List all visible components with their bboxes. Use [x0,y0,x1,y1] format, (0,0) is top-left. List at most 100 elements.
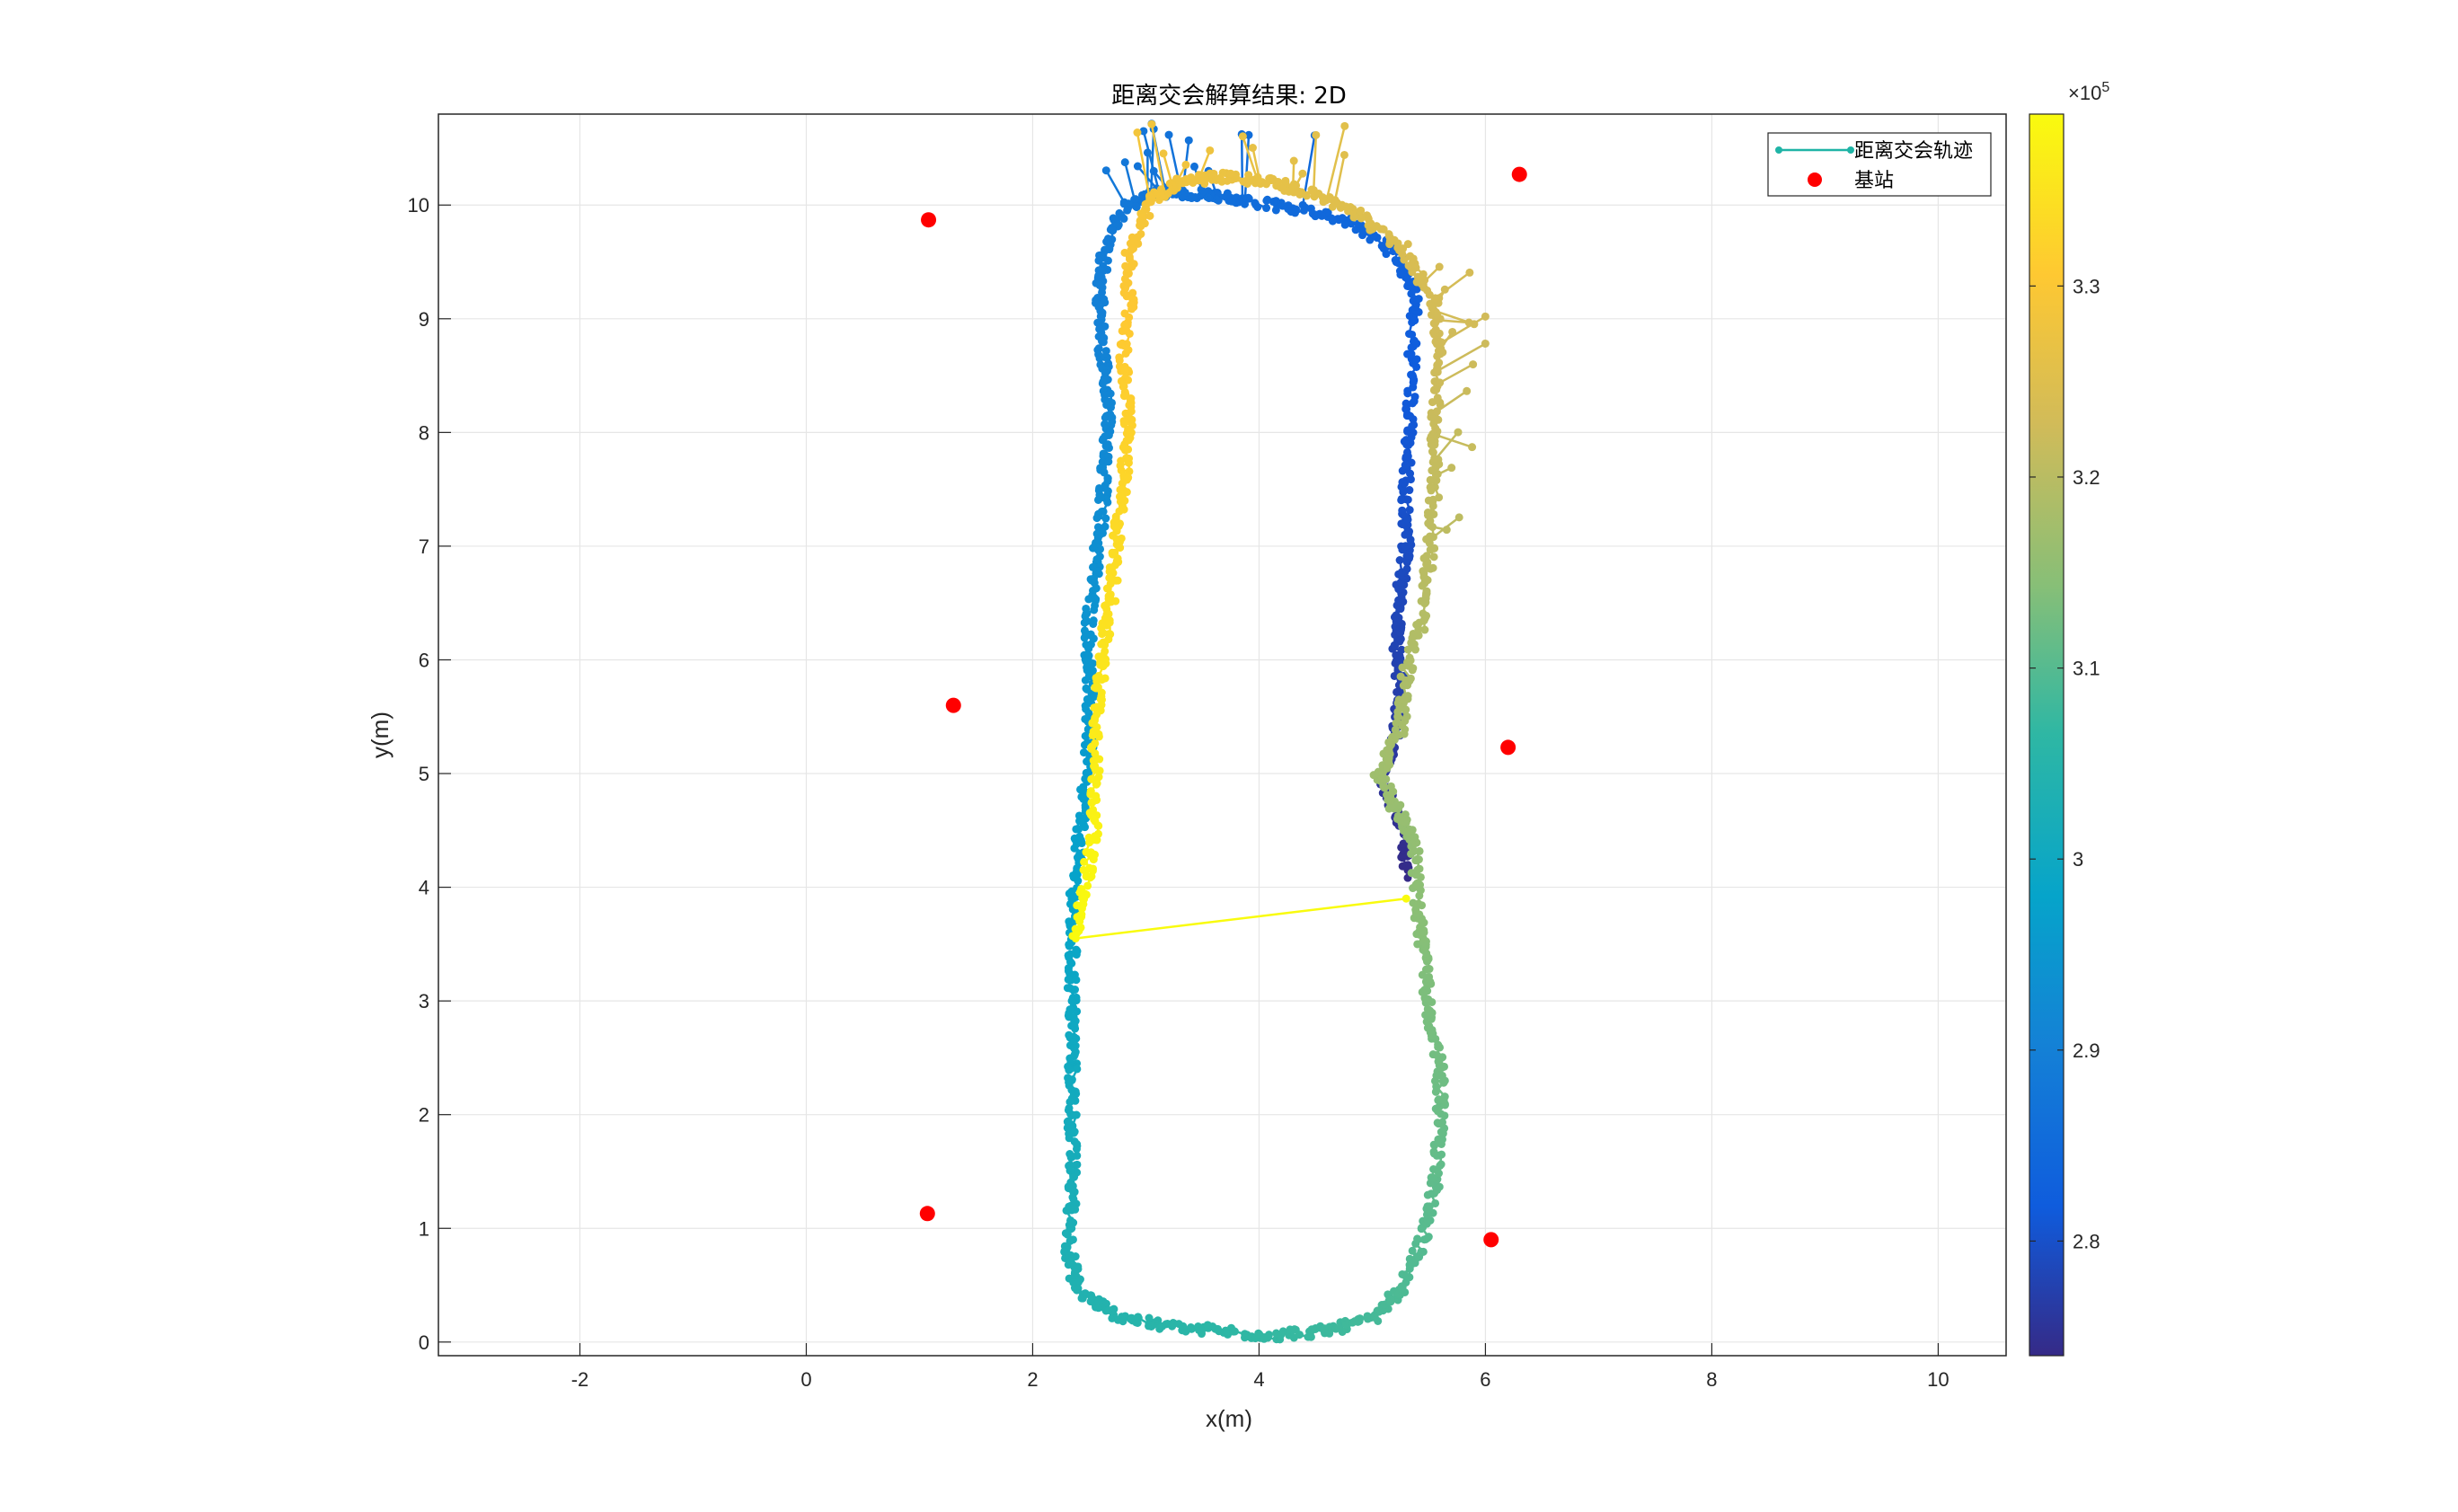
trajectory-series [1060,119,1490,1344]
trajectory-point [1442,526,1451,535]
trajectory-point [1454,428,1463,437]
trajectory-point [1454,513,1463,522]
trajectory-segment [1150,128,1155,193]
y-tick-label: 2 [419,1104,429,1127]
x-tick-label: 10 [1927,1368,1949,1391]
colorbar-gradient [2029,113,2065,1357]
plot-area [438,114,2006,1356]
trajectory-segment [1434,271,1471,299]
trajectory-point [1463,386,1472,395]
chart-title: 距离交会解算结果: 2D [1111,83,1347,110]
y-tick-label: 7 [419,535,429,558]
trajectory-segment [1437,319,1470,324]
trajectory-segment [1105,170,1126,203]
colorbar-tick-label: 3.1 [2073,658,2100,680]
y-tick-label: 4 [419,877,429,899]
trajectory-segment [1198,150,1211,178]
colorbar: 2.8 2.9 3 3.1 3.2 3.3 ×105 [2029,80,2109,1357]
y-tick-label: 9 [419,308,429,331]
x-tick-label: 2 [1027,1368,1038,1391]
trajectory-point [1248,144,1257,153]
x-tick-label: 4 [1253,1368,1264,1391]
trajectory-segment [1441,315,1487,344]
trajectory-point [1376,225,1385,234]
trajectory-segment [1150,124,1166,194]
colorbar-tick-label: 2.9 [2073,1039,2100,1062]
trajectory-point [1435,262,1444,271]
station-point [1500,739,1516,756]
plot-frame [438,113,2007,1357]
colorbar-tick-label: 3.3 [2073,275,2100,297]
y-axis-ticks: 0 1 2 3 4 5 6 7 8 9 10 [408,194,451,1354]
trajectory-segment [1432,432,1472,448]
y-axis-label: y(m) [367,712,393,758]
trajectory-point [1312,130,1321,139]
trajectory-segment [1313,135,1318,190]
trajectory-point [1133,162,1142,171]
legend-trajectory-marker [1847,146,1854,154]
station-series [919,166,1527,1248]
trajectory-point [1468,443,1477,452]
trajectory-point [1481,312,1490,321]
y-tick-label: 6 [419,649,429,671]
trajectory-point [1401,894,1410,903]
trajectory-point [1206,146,1215,155]
trajectory-point [1189,162,1198,171]
trajectory-point [1289,156,1298,165]
trajectory-point [1184,136,1193,145]
x-tick-label: 0 [800,1368,811,1391]
station-point [1511,166,1527,182]
trajectory-point [1238,132,1247,141]
trajectory-segment [1242,136,1260,182]
trajectory-point [1481,339,1490,348]
trajectory-point [1101,166,1110,175]
legend-entry-station: 基站 [1854,170,1894,192]
trajectory-segment [1075,897,1407,940]
x-axis-label: x(m) [1206,1405,1252,1432]
x-tick-label: 8 [1706,1368,1717,1391]
trajectory-point [1139,127,1148,136]
y-tick-label: 0 [419,1331,429,1354]
trajectory-segment [1325,126,1347,199]
legend-trajectory-marker [1775,146,1782,154]
trajectory-point [1340,150,1348,159]
trajectory-segment [1162,153,1174,187]
trajectory-point [1447,464,1456,473]
trajectory-point [1465,268,1474,277]
trajectory-segment [1434,342,1486,374]
trajectory-point [1181,160,1190,169]
legend-station-marker [1808,172,1822,187]
trajectory-point [1164,130,1173,139]
colorbar-tick-label: 3.2 [2073,466,2100,489]
colorbar-tick-label: 3 [2073,848,2083,871]
trajectory-point [1298,169,1307,178]
colorbar-ticks: 2.8 2.9 3 3.1 3.2 3.3 [2029,275,2100,1252]
y-tick-label: 3 [419,990,429,1012]
trajectory-point [1136,222,1145,231]
trajectory-point [1340,121,1349,130]
trajectory-point [1147,119,1156,128]
grid [438,114,2006,1356]
trajectory-segment [1136,132,1151,199]
colorbar-tick-label: 2.8 [2073,1230,2100,1252]
trajectory-point [1470,320,1479,329]
legend: 距离交会轨迹 基站 [1767,132,1992,197]
x-tick-label: -2 [571,1368,589,1391]
legend-entry-trajectory: 距离交会轨迹 [1854,140,1973,163]
colorbar-exponent: ×105 [2068,80,2109,104]
station-point [1483,1232,1499,1248]
trajectory-segment [1243,135,1251,205]
trajectory-segment [1333,155,1346,200]
x-axis-ticks: -2 0 2 4 6 8 10 [571,1343,1950,1391]
y-tick-label: 5 [419,763,429,785]
colorbar-exponent-power: 5 [2101,80,2109,95]
x-tick-label: 6 [1480,1368,1490,1391]
station-point [919,1206,935,1222]
station-point [921,212,937,228]
trajectory-point [1469,360,1478,369]
trajectory-point [1133,128,1142,137]
legend-box [1767,132,1992,197]
y-tick-label: 1 [419,1217,429,1240]
station-point [945,697,961,713]
y-tick-label: 10 [408,194,429,217]
